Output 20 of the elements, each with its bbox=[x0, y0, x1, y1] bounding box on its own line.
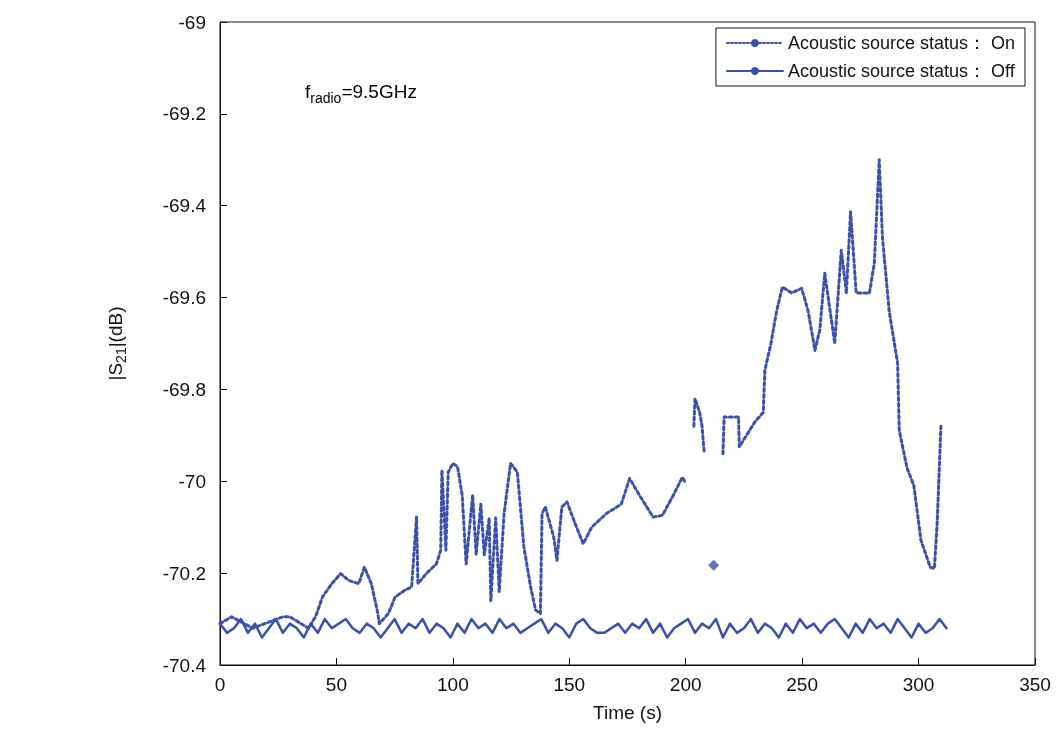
x-tick-label: 200 bbox=[669, 674, 702, 695]
y-axis-title: |S21|(dB) bbox=[104, 306, 129, 381]
y-tick-label: -70.4 bbox=[162, 654, 207, 676]
x-tick-label: 150 bbox=[553, 674, 586, 695]
y-tick-label: -70.2 bbox=[162, 562, 206, 584]
x-tick-label: 0 bbox=[214, 674, 226, 695]
x-tick-label: 300 bbox=[902, 674, 935, 695]
x-tick-label: 100 bbox=[437, 674, 469, 695]
y-tick-label: -70 bbox=[178, 470, 206, 492]
legend-label: Acoustic source status： Off bbox=[787, 61, 1016, 81]
y-tick-label: -69 bbox=[178, 11, 206, 33]
y-tick-label: -69.6 bbox=[162, 287, 206, 309]
x-tick-label: 50 bbox=[325, 674, 347, 695]
x-tick-label: 350 bbox=[1019, 674, 1051, 695]
x-tick-label: 250 bbox=[786, 674, 818, 695]
x-axis-title: Time (s) bbox=[593, 702, 662, 723]
y-tick-label: -69.8 bbox=[162, 378, 206, 400]
y-tick-label: -69.2 bbox=[162, 103, 206, 125]
y-tick-label: -69.4 bbox=[162, 195, 207, 217]
legend-label: Acoustic source status： On bbox=[787, 33, 1015, 53]
